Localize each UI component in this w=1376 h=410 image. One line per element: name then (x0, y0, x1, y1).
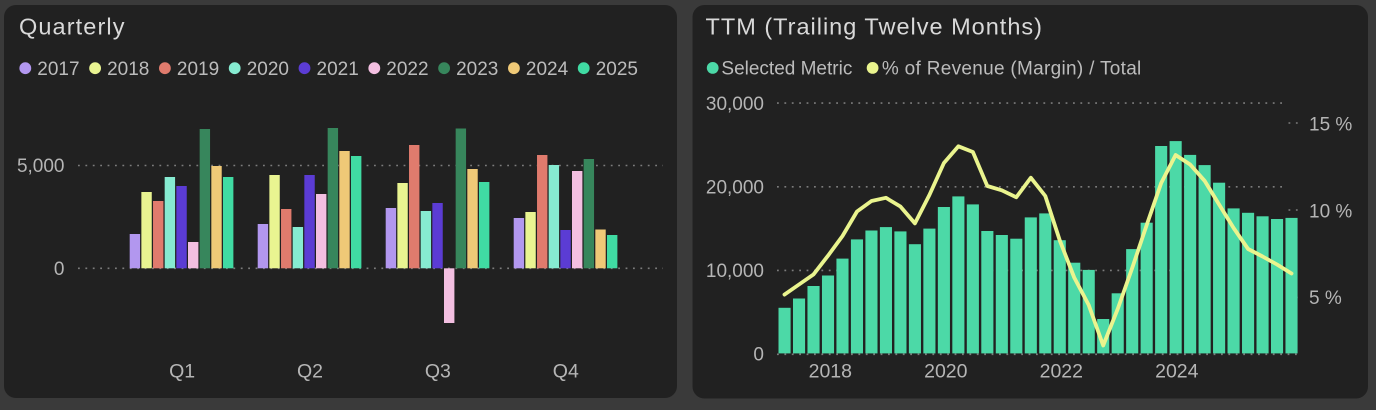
svg-text:2024: 2024 (526, 59, 569, 80)
svg-text:5 %: 5 % (1309, 288, 1342, 309)
svg-text:2022: 2022 (386, 59, 428, 80)
svg-text:% of Revenue (Margin) / Total: % of Revenue (Margin) / Total (882, 59, 1142, 80)
svg-text:Q3: Q3 (425, 361, 451, 383)
svg-text:TTM (Trailing Twelve Months): TTM (Trailing Twelve Months) (706, 14, 1043, 40)
svg-text:2025: 2025 (596, 59, 638, 80)
svg-text:2018: 2018 (809, 361, 852, 383)
svg-text:Q2: Q2 (297, 361, 323, 383)
svg-text:10,000: 10,000 (706, 261, 764, 282)
svg-text:2018: 2018 (107, 59, 149, 80)
svg-text:2020: 2020 (924, 361, 968, 383)
svg-text:2023: 2023 (456, 59, 498, 80)
svg-text:Q4: Q4 (553, 361, 579, 383)
svg-text:2024: 2024 (1155, 361, 1199, 383)
svg-text:2021: 2021 (317, 59, 359, 80)
svg-text:Selected Metric: Selected Metric (721, 59, 852, 80)
svg-text:2017: 2017 (37, 59, 79, 80)
svg-text:0: 0 (753, 345, 764, 366)
svg-text:Quarterly: Quarterly (19, 14, 126, 40)
svg-text:0: 0 (54, 259, 65, 280)
svg-text:15 %: 15 % (1309, 114, 1352, 135)
svg-text:30,000: 30,000 (706, 94, 764, 115)
svg-text:5,000: 5,000 (17, 156, 65, 177)
svg-text:10 %: 10 % (1309, 201, 1352, 222)
svg-text:2020: 2020 (247, 59, 289, 80)
svg-text:20,000: 20,000 (706, 178, 764, 199)
svg-text:2019: 2019 (177, 59, 219, 80)
svg-text:Q1: Q1 (169, 361, 195, 383)
svg-text:2022: 2022 (1040, 361, 1083, 383)
